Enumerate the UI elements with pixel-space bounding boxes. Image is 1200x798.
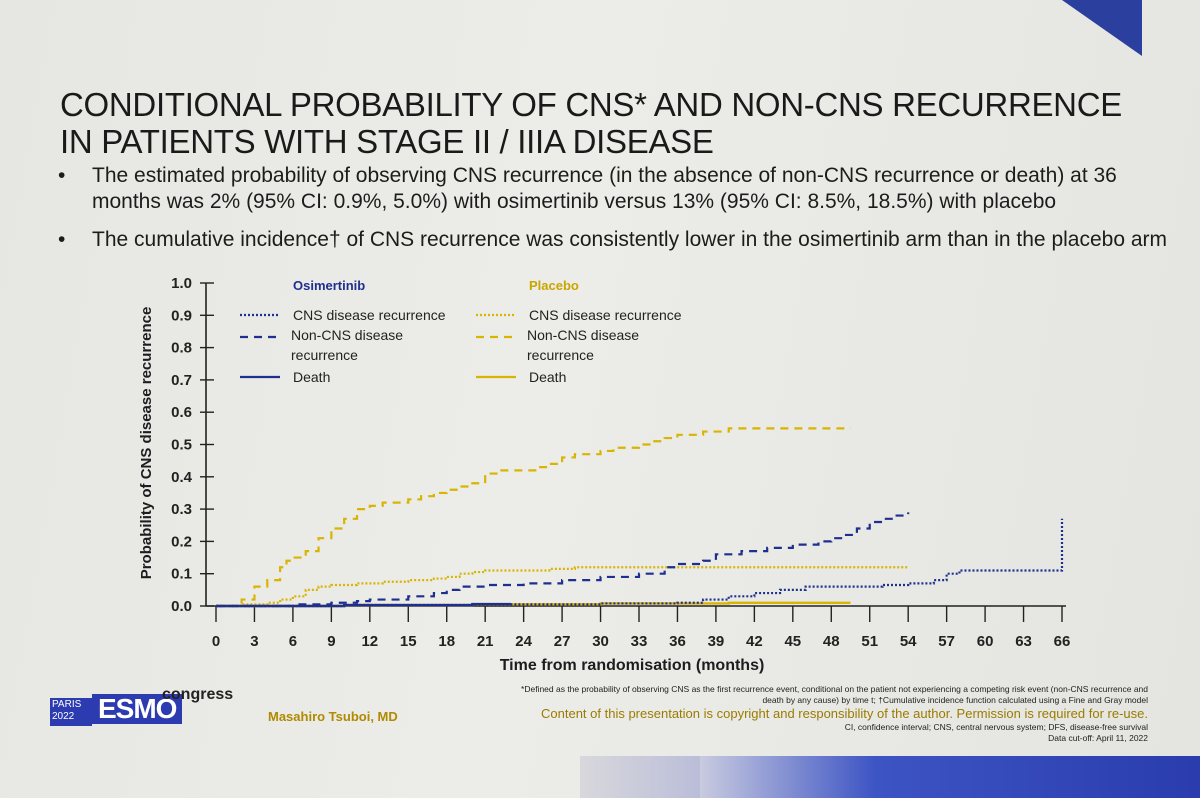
series-line-osimertinib-solid: [216, 602, 513, 608]
chart-series-group: [216, 427, 1064, 608]
paris-year-badge: PARIS 2022: [50, 698, 92, 726]
legend-header-osimertinib: Osimertinib: [293, 278, 365, 293]
x-tick-label: 54: [900, 633, 917, 650]
x-tick-label: 57: [938, 633, 955, 650]
series-line-placebo-dash: [216, 427, 851, 608]
y-tick-label: 0.0: [171, 598, 192, 615]
congress-label: congress: [162, 686, 234, 703]
x-tick-label: 21: [477, 633, 494, 650]
y-tick-label: 0.8: [171, 340, 192, 357]
x-tick-label: 51: [861, 633, 878, 650]
legend-label-placebo-death: Death: [529, 369, 566, 385]
x-tick-label: 33: [631, 633, 648, 650]
series-line-osimertinib-dot: [216, 518, 1064, 608]
x-tick-label: 30: [592, 633, 609, 650]
chart-legend: Osimertinib Placebo CNS disease recurren…: [240, 278, 682, 385]
y-axis-label: Probability of CNS disease recurrence: [138, 307, 155, 580]
x-tick-label: 42: [746, 633, 763, 650]
legend-label-osimertinib-cns: CNS disease recurrence: [293, 307, 446, 323]
year-label: 2022: [52, 711, 75, 722]
y-tick-label: 1.0: [171, 275, 192, 292]
x-tick-label: 9: [327, 633, 335, 650]
bullet-dot-icon: •: [58, 164, 66, 187]
copyright-notice: Content of this presentation is copyrigh…: [541, 706, 1148, 721]
x-tick-label: 0: [212, 633, 220, 650]
bullet-dot-icon: •: [58, 228, 66, 251]
bullet-item: • The estimated probability of observing…: [58, 163, 1168, 215]
paris-label: PARIS: [52, 699, 82, 710]
legend-label-placebo-cns: CNS disease recurrence: [529, 307, 682, 323]
bullet-text: The cumulative incidence† of CNS recurre…: [92, 228, 1167, 251]
bottom-band-decoration: [700, 756, 1200, 798]
y-tick-label: 0.9: [171, 307, 192, 324]
y-tick-label: 0.7: [171, 372, 192, 389]
bullet-list: • The estimated probability of observing…: [58, 163, 1168, 265]
legend-header-placebo: Placebo: [529, 278, 579, 293]
x-tick-label: 6: [289, 633, 297, 650]
x-tick-label: 18: [438, 633, 455, 650]
x-tick-label: 66: [1054, 633, 1071, 650]
x-tick-label: 12: [361, 633, 378, 650]
x-axis-label: Time from randomisation (months): [500, 657, 765, 674]
x-tick-label: 39: [708, 633, 725, 650]
footnote-definition: *Defined as the probability of observing…: [521, 684, 1148, 705]
bullet-text: The estimated probability of observing C…: [92, 164, 1117, 213]
y-tick-label: 0.6: [171, 404, 192, 421]
esmo-wordmark: ESMO: [92, 694, 183, 724]
bottom-band-decoration-light: [580, 756, 720, 798]
corner-triangle-decoration: [1062, 0, 1142, 56]
y-tick-label: 0.3: [171, 501, 192, 518]
x-tick-label: 36: [669, 633, 686, 650]
x-tick-label: 3: [250, 633, 258, 650]
series-line-placebo-dot: [216, 566, 909, 608]
x-tick-label: 24: [515, 633, 532, 650]
legend-label-osimertinib-noncns-wrap: Non-CNS disease recurrence: [291, 327, 404, 363]
chart-axes: 0.00.10.20.30.40.50.60.70.80.91.00 3 6 9 12 1…: [171, 275, 1070, 650]
slide-title: CONDITIONAL PROBABILITY OF CNS* AND NON-…: [60, 86, 1122, 160]
author-name: Masahiro Tsuboi, MD: [268, 709, 398, 724]
y-tick-label: 0.1: [171, 566, 192, 583]
abbreviations: CI, confidence interval; CNS, central ne…: [844, 722, 1148, 732]
y-tick-label: 0.2: [171, 533, 192, 550]
legend-label-osimertinib-death: Death: [293, 369, 330, 385]
bullet-item: • The cumulative incidence† of CNS recur…: [58, 227, 1168, 253]
data-cutoff: Data cut-off: April 11, 2022: [1048, 733, 1148, 743]
x-tick-label: 63: [1015, 633, 1032, 650]
x-tick-label: 45: [784, 633, 801, 650]
series-line-osimertinib-dash: [216, 512, 910, 608]
y-tick-label: 0.4: [171, 469, 193, 486]
legend-label-placebo-noncns-wrap: Non-CNS disease recurrence: [527, 327, 640, 363]
legend-label-osimertinib-noncns: Non-CNS disease recurrence: [291, 327, 404, 363]
y-tick-label: 0.5: [171, 437, 192, 454]
x-tick-label: 27: [554, 633, 571, 650]
x-tick-label: 15: [400, 633, 417, 650]
x-tick-label: 48: [823, 633, 840, 650]
x-tick-label: 60: [977, 633, 994, 650]
footnotes: *Defined as the probability of observing…: [508, 684, 1148, 744]
legend-label-placebo-noncns: Non-CNS disease recurrence: [527, 327, 640, 363]
